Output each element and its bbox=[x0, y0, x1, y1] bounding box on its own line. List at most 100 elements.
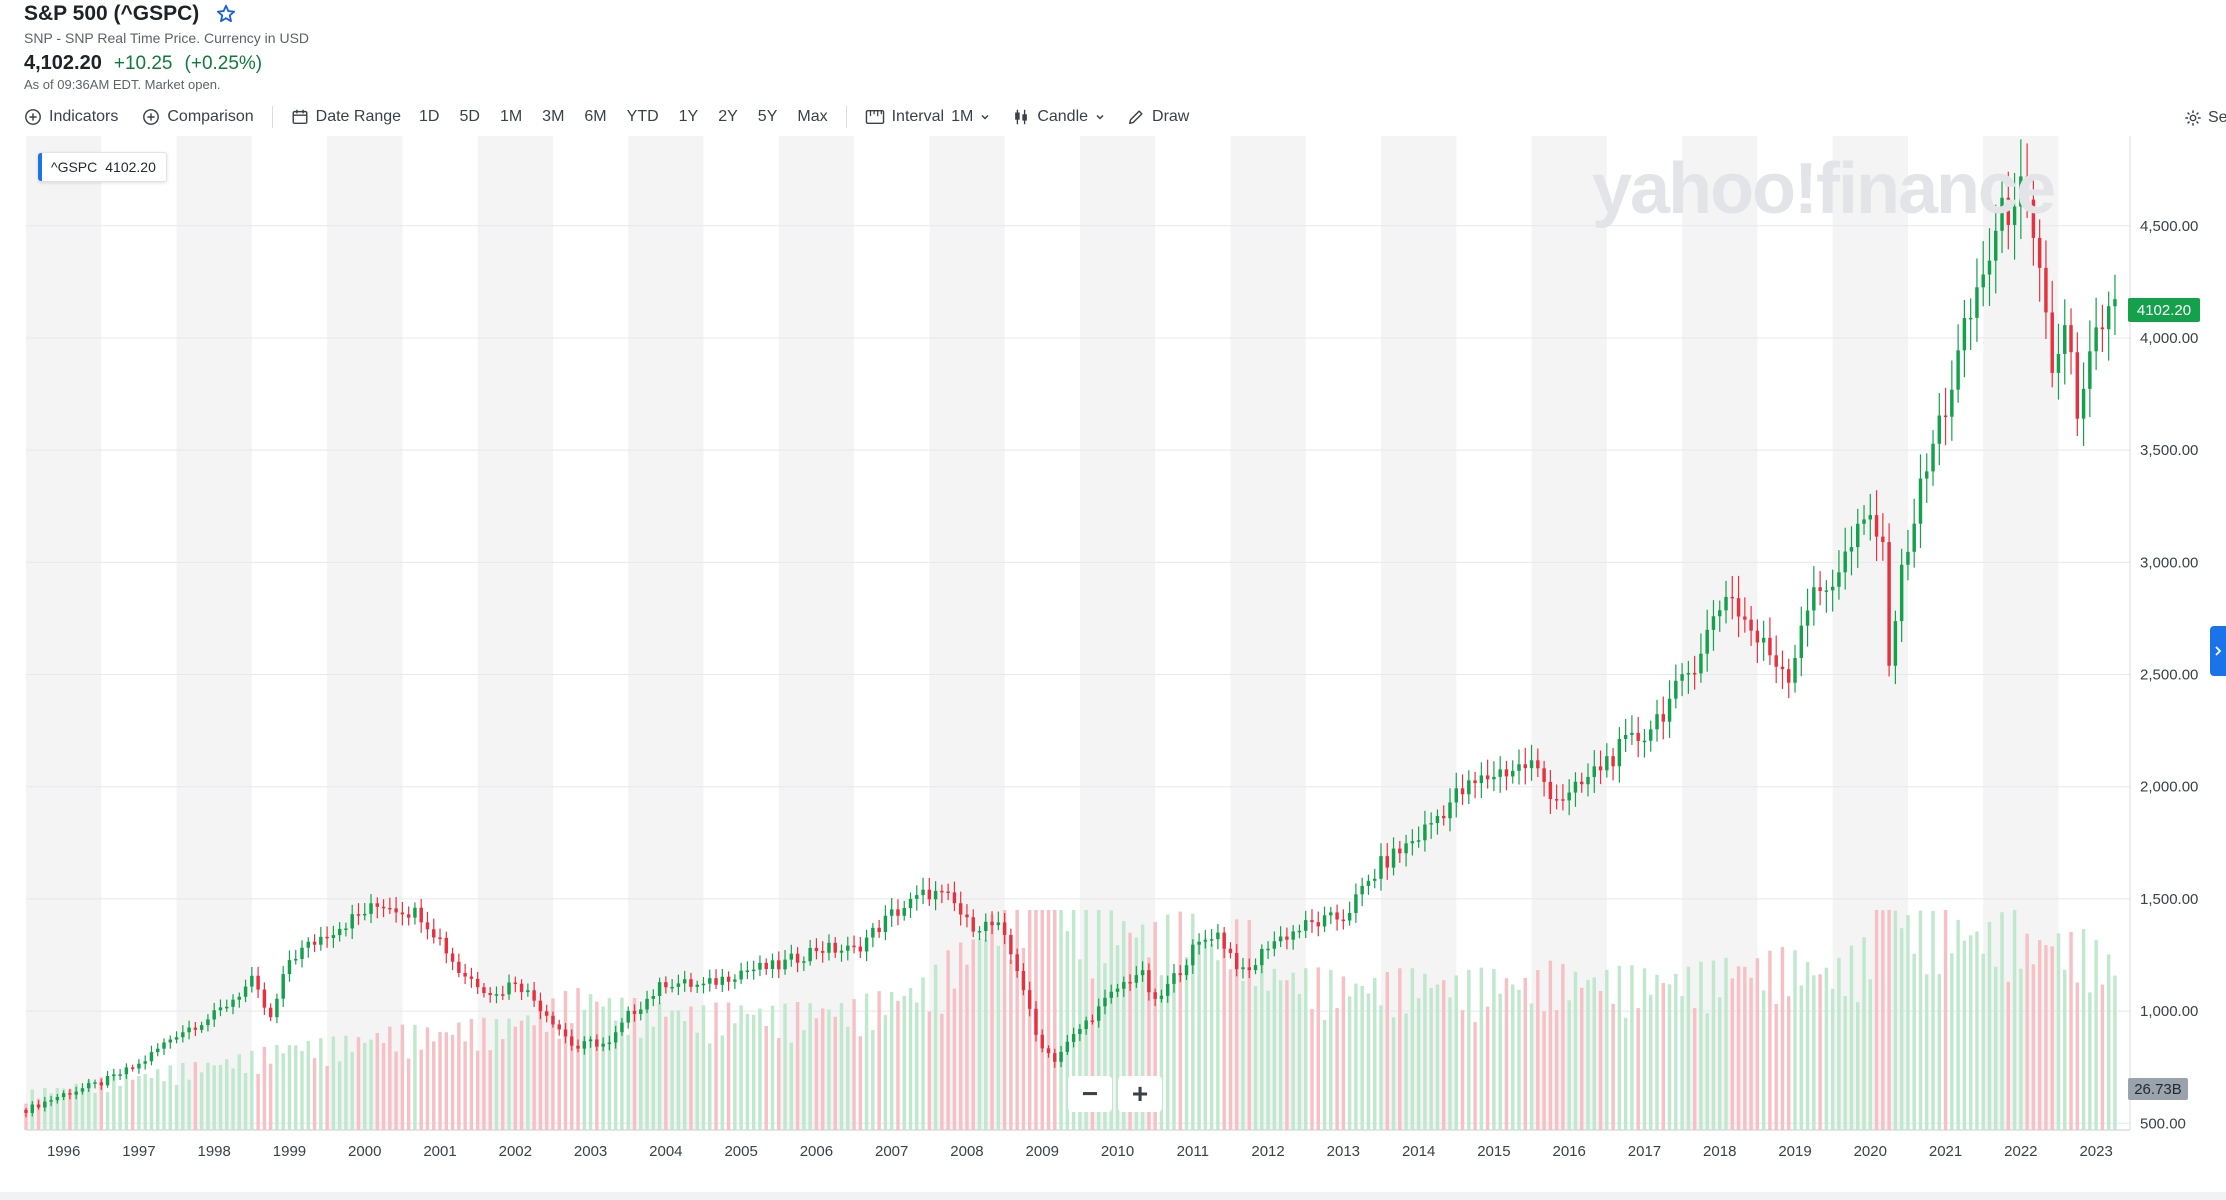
expand-panel-button[interactable] bbox=[2210, 626, 2226, 676]
legend-symbol: ^GSPC bbox=[51, 159, 98, 175]
range-1m[interactable]: 1M bbox=[499, 108, 523, 125]
zoom-out-button[interactable]: − bbox=[1068, 1076, 1112, 1112]
draw-button[interactable]: Draw bbox=[1127, 108, 1189, 126]
candle-body bbox=[1021, 971, 1026, 991]
candle-body bbox=[1623, 734, 1628, 739]
quote-subtitle: SNP - SNP Real Time Price. Currency in U… bbox=[24, 30, 310, 46]
volume-bar bbox=[570, 1023, 574, 1130]
volume-bar bbox=[946, 950, 950, 1130]
candle-body bbox=[1065, 1041, 1070, 1052]
candle-body bbox=[1034, 1008, 1038, 1035]
candle-body bbox=[532, 990, 536, 1001]
y-axis-tick-label: 3,000.00 bbox=[2140, 554, 2198, 571]
volume-bar bbox=[1529, 1003, 1534, 1130]
volume-bar bbox=[419, 1049, 423, 1130]
candle-body bbox=[1492, 776, 1496, 780]
candle-body bbox=[958, 903, 963, 915]
volume-bar bbox=[1667, 984, 1672, 1130]
range-6m[interactable]: 6M bbox=[584, 108, 607, 125]
star-icon[interactable] bbox=[215, 3, 237, 25]
indicators-button[interactable]: Indicators bbox=[24, 108, 118, 126]
candle-body bbox=[701, 983, 706, 986]
volume-bar bbox=[1931, 911, 1935, 1130]
candle-body bbox=[1015, 954, 1019, 972]
candle-body bbox=[2063, 325, 2067, 354]
volume-bar bbox=[1649, 994, 1653, 1130]
candle-body bbox=[1586, 776, 1590, 785]
range-3m[interactable]: 3M bbox=[542, 108, 565, 125]
interval-button[interactable]: Interval 1M bbox=[865, 108, 991, 126]
x-axis-tick-label: 2011 bbox=[1177, 1143, 1209, 1160]
volume-bar bbox=[2000, 912, 2004, 1130]
settings-button[interactable]: Se bbox=[2184, 109, 2226, 127]
candle-body bbox=[1203, 939, 1208, 942]
volume-bar bbox=[36, 1098, 41, 1130]
volume-bar bbox=[601, 1006, 605, 1130]
volume-bar bbox=[369, 1039, 373, 1130]
range-2y[interactable]: 2Y bbox=[718, 108, 738, 125]
range-max[interactable]: Max bbox=[797, 108, 828, 125]
candle-body bbox=[475, 978, 480, 988]
candle-body bbox=[1925, 471, 1929, 479]
candle-body bbox=[544, 1011, 549, 1016]
range-ytd[interactable]: YTD bbox=[626, 108, 659, 125]
candle-body bbox=[1291, 931, 1295, 940]
volume-bar bbox=[896, 1000, 900, 1130]
candle-body bbox=[1856, 523, 1860, 548]
volume-bar bbox=[1699, 961, 1703, 1130]
volume-bar bbox=[1573, 971, 1578, 1130]
candle-body bbox=[1059, 1051, 1063, 1062]
candle-body bbox=[1134, 975, 1139, 983]
range-1y[interactable]: 1Y bbox=[678, 108, 699, 125]
candle-body bbox=[984, 921, 988, 932]
candle-body bbox=[1140, 970, 1145, 976]
candle-body bbox=[1749, 619, 1753, 631]
volume-bar bbox=[337, 1061, 342, 1130]
range-5y[interactable]: 5Y bbox=[757, 108, 778, 125]
candle-body bbox=[1761, 637, 1766, 643]
candle-body bbox=[996, 922, 1001, 926]
volume-bar bbox=[1881, 910, 1885, 1130]
candle-body bbox=[93, 1082, 97, 1084]
x-axis-tick-label: 2021 bbox=[1929, 1143, 1962, 1160]
volume-bar bbox=[74, 1083, 78, 1130]
volume-bar bbox=[1856, 1002, 1860, 1130]
series-legend[interactable]: ^GSPC 4102.20 bbox=[38, 152, 167, 182]
volume-bar bbox=[1774, 1003, 1778, 1130]
volume-bar bbox=[457, 1022, 461, 1130]
chart-type-button[interactable]: Candle bbox=[1012, 108, 1105, 126]
volume-bar bbox=[2106, 954, 2111, 1130]
volume-bar bbox=[143, 1074, 147, 1130]
volume-bar bbox=[1372, 977, 1377, 1130]
candle-body bbox=[563, 1029, 568, 1037]
volume-bar bbox=[181, 1062, 185, 1130]
candle-body bbox=[864, 937, 869, 952]
candle-body bbox=[231, 999, 235, 1007]
volume-bar bbox=[1799, 985, 1804, 1130]
candle-body bbox=[1536, 760, 1540, 769]
volume-bar bbox=[576, 988, 580, 1130]
volume-tag: 26.73B bbox=[2128, 1078, 2188, 1100]
volume-bar bbox=[971, 939, 975, 1130]
volume-bar bbox=[1918, 910, 1923, 1130]
volume-bar bbox=[1862, 937, 1866, 1130]
range-1d[interactable]: 1D bbox=[419, 108, 440, 125]
candle-body bbox=[751, 969, 756, 972]
candle-body bbox=[337, 928, 342, 936]
comparison-button[interactable]: Comparison bbox=[142, 108, 254, 126]
volume-bar bbox=[1843, 996, 1847, 1130]
x-axis-tick-label: 2014 bbox=[1402, 1143, 1435, 1160]
x-axis-tick-label: 2018 bbox=[1703, 1143, 1736, 1160]
volume-bar bbox=[1906, 915, 1910, 1130]
volume-bar bbox=[1548, 960, 1553, 1130]
candle-body bbox=[1379, 856, 1383, 879]
candle-body bbox=[331, 935, 336, 938]
candle-body bbox=[1598, 766, 1603, 771]
candle-body bbox=[444, 937, 449, 954]
zoom-in-button[interactable]: + bbox=[1118, 1076, 1162, 1112]
volume-bar bbox=[268, 1063, 273, 1130]
candle-body bbox=[1504, 769, 1509, 777]
range-5d[interactable]: 5D bbox=[459, 108, 480, 125]
price-chart[interactable]: 4,500.00 4,000.00 3,500.00 3,000.00 2,500.00… bbox=[0, 130, 2226, 1192]
date-range-button[interactable]: Date Range bbox=[291, 108, 401, 126]
